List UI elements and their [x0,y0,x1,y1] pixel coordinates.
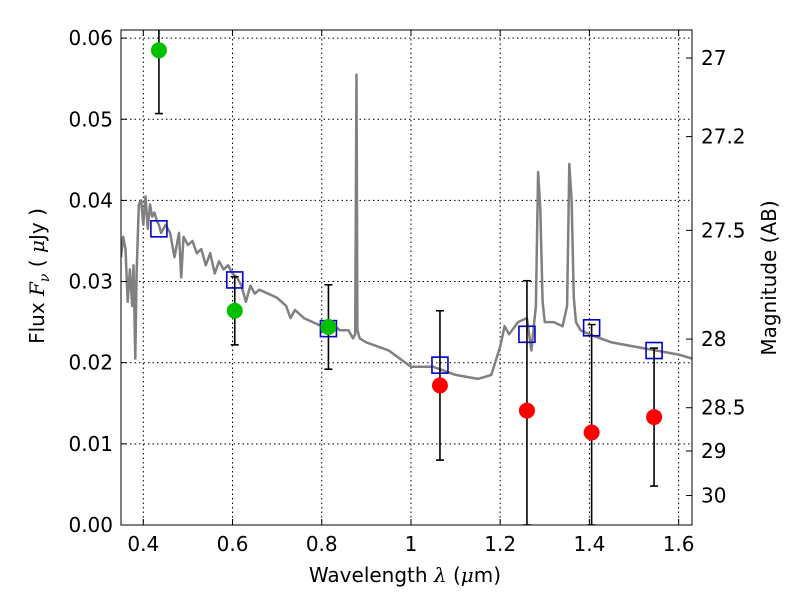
x-axis-title-unit-mu: μ [461,563,474,587]
y2-tick-label: 30 [701,484,726,508]
y-tick-label: 0.06 [68,26,113,50]
observed-flux-point [583,424,600,441]
x-tick-label: 1.6 [663,532,695,556]
y2-tick-label: 27 [701,46,726,70]
x-tick-label: 0.6 [217,532,249,556]
observed-flux-point [518,402,535,419]
y-tick-label: 0.05 [68,107,113,131]
observed-flux-point [150,42,167,59]
y-axis-title-symbol: F [25,281,49,297]
x-tick-label: 0.8 [306,532,338,556]
y-axis-title-prefix: Flux [25,296,49,344]
y2-tick-label: 27.5 [701,218,746,242]
x-axis-title-unit-rest: m) [474,563,501,587]
observed-flux-point [320,319,337,335]
x-tick-label: 0.4 [127,532,159,556]
data-layer [121,30,692,525]
y2-tick-label: 27.2 [701,125,746,149]
y2-tick-label: 28.5 [701,396,746,420]
observed-flux-point [226,302,243,319]
y2-tick-label: 29 [701,439,726,463]
x-tick-label: 1.4 [573,532,605,556]
grid-layer [121,30,692,526]
y-axis-title-subscript: ν [37,273,53,282]
observed-flux-point [431,377,448,394]
y2-tick-label: 28 [701,327,726,351]
x-axis-title-symbol: λ [433,563,447,587]
y-tick-label: 0.03 [68,270,113,294]
y-axis-title-unit-mu: μ [25,240,49,253]
tick-layer: 0.4 0.6 0.8 1 1.2 1.4 1.6 0.00 0.01 0.02 0.03 0.04 0… [68,26,745,556]
y-axis-title-unit-open: ( [25,253,49,274]
clipped-marks [121,30,692,525]
observed-flux-point [646,409,663,426]
y-axis-title-unit-rest: Jy ) [25,208,49,242]
x-axis-title-unit-open: ( [447,563,461,587]
x-tick-label: 1 [405,532,418,556]
y-tick-label: 0.02 [68,351,113,375]
y-axis-title: Flux Fν ( μJy ) [25,208,53,344]
y-tick-label: 0.01 [68,432,113,456]
y2-axis-title: Magnitude (AB) [757,200,781,355]
x-axis-title: Wavelength λ (μm) [309,563,501,587]
y-tick-label: 0.00 [68,513,113,537]
plot-frame [120,29,693,526]
x-tick-label: 1.2 [484,532,516,556]
y-tick-label: 0.04 [68,188,113,212]
x-axis-title-prefix: Wavelength [309,563,434,587]
model-spectrum-line [121,73,692,381]
model-photometry-square [150,220,168,238]
